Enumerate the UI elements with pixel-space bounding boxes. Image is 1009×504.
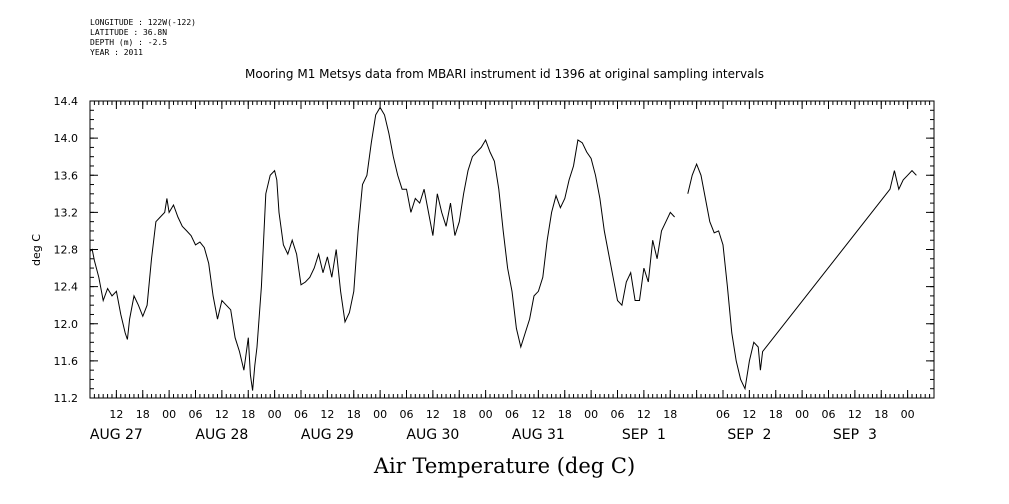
plot-border [89, 100, 935, 399]
x-hour-tick-label: 00 [162, 408, 176, 421]
x-hour-tick-label: 18 [558, 408, 572, 421]
x-hour-tick-label: 12 [109, 408, 123, 421]
y-tick-label: 11.6 [54, 355, 79, 368]
meta-year: YEAR : 2011 [90, 48, 143, 57]
meta-longitude: LONGITUDE : 122W(-122) [90, 18, 196, 27]
y-tick-label: 14.0 [54, 132, 79, 145]
x-day-label: AUG 30 [406, 427, 459, 443]
x-hour-tick-label: 06 [716, 408, 730, 421]
x-hour-tick-label: 18 [241, 408, 255, 421]
x-hour-tick-label: 06 [189, 408, 203, 421]
x-axis-label: Air Temperature (deg C) [373, 454, 636, 478]
y-tick-label: 13.2 [54, 206, 79, 219]
meta-latitude: LATITUDE : 36.8N [90, 28, 168, 37]
chart-title: Mooring M1 Metsys data from MBARI instru… [245, 67, 764, 81]
x-hour-tick-label: 12 [320, 408, 334, 421]
y-tick-label: 12.8 [54, 244, 79, 257]
y-tick-label: 14.4 [54, 95, 79, 108]
x-hour-tick-label: 12 [426, 408, 440, 421]
x-hour-tick-label: 06 [294, 408, 308, 421]
temperature-series-line [687, 162, 917, 391]
x-day-label: SEP 2 [727, 427, 771, 443]
x-hour-tick-label: 00 [373, 408, 387, 421]
x-hour-tick-label: 18 [452, 408, 466, 421]
axis-labels: 12 18 00 06 12 18 00 06 12 18 00 06 12 18 00 06 12 18 00 06… [54, 95, 915, 443]
x-hour-tick-label: 06 [822, 408, 836, 421]
x-day-label: AUG 29 [301, 427, 354, 443]
y-tick-label: 13.6 [54, 169, 79, 182]
x-hour-tick-label: 06 [400, 408, 414, 421]
y-tick-label: 12.0 [54, 318, 79, 331]
x-day-label: SEP 1 [622, 427, 666, 443]
x-day-label: AUG 31 [512, 427, 565, 443]
x-hour-tick-label: 12 [742, 408, 756, 421]
x-hour-tick-label: 12 [848, 408, 862, 421]
data-lines [89, 106, 917, 391]
x-hour-tick-label: 00 [901, 408, 915, 421]
y-tick-label: 12.4 [54, 281, 79, 294]
x-hour-tick-label: 00 [584, 408, 598, 421]
metadata-block: LONGITUDE : 122W(-122) LATITUDE : 36.8N … [90, 18, 196, 58]
x-hour-tick-label: 06 [505, 408, 519, 421]
y-tick-label: 11.2 [54, 392, 79, 405]
x-hour-tick-label: 12 [637, 408, 651, 421]
x-hour-tick-label: 18 [769, 408, 783, 421]
x-hour-tick-label: 06 [611, 408, 625, 421]
x-hour-tick-label: 18 [347, 408, 361, 421]
x-hour-tick-label: 00 [795, 408, 809, 421]
x-hour-tick-label: 12 [531, 408, 545, 421]
x-day-label: AUG 27 [90, 427, 143, 443]
x-hour-tick-label: 18 [136, 408, 150, 421]
x-hour-tick-label: 00 [268, 408, 282, 421]
x-hour-tick-label: 18 [874, 408, 888, 421]
x-day-label: SEP 3 [833, 427, 877, 443]
x-day-label: AUG 28 [195, 427, 248, 443]
x-hour-tick-label: 18 [663, 408, 677, 421]
axis-ticks [89, 100, 935, 399]
x-hour-tick-label: 12 [215, 408, 229, 421]
plot-frame [89, 100, 935, 399]
temperature-series-line [89, 106, 675, 391]
meta-depth: DEPTH (m) : -2.5 [90, 38, 168, 47]
y-axis-label: deg C [30, 234, 43, 266]
x-hour-tick-label: 00 [479, 408, 493, 421]
